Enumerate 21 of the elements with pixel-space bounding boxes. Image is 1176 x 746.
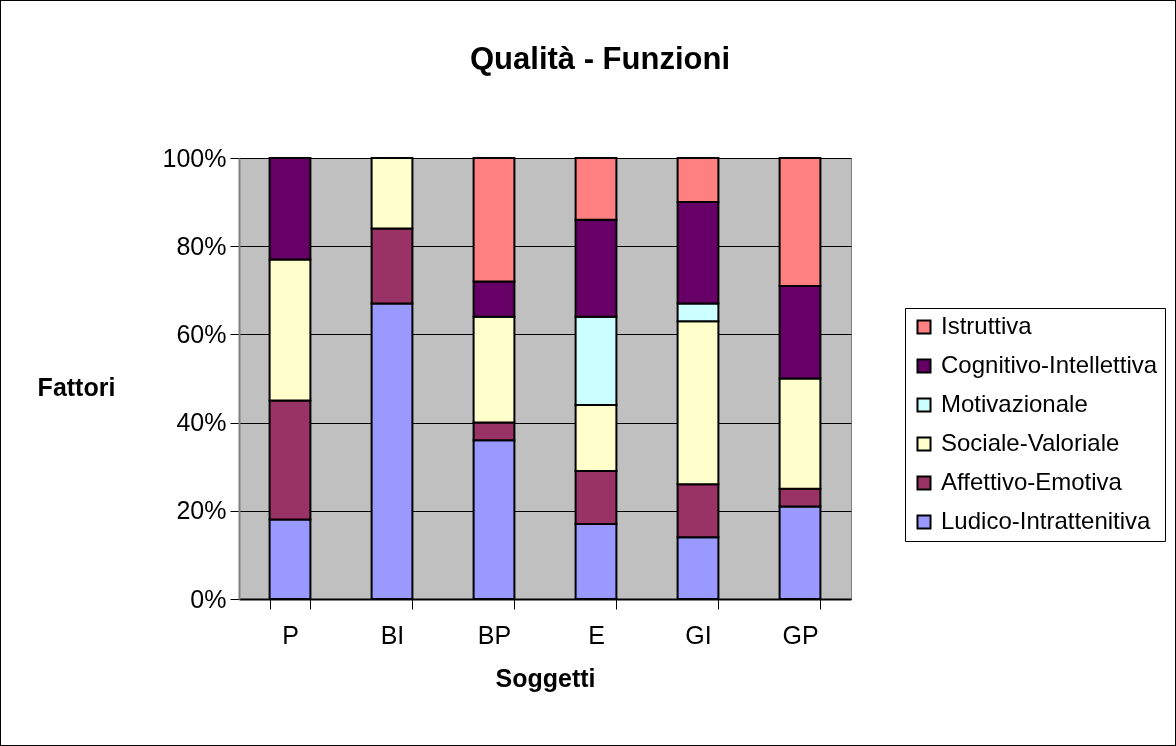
y-tick-label: 60% [176,319,227,348]
y-tick-label: 100% [162,143,227,172]
legend-label: Sociale-Valoriale [941,429,1120,456]
legend-label: Istruttiva [941,312,1033,339]
legend-label: Cognitivo-Intellettiva [941,351,1158,378]
y-tick-label: 40% [176,408,227,437]
x-axis-title: Soggetti [495,663,596,692]
x-tick-label: GI [685,620,712,649]
legend-label: Motivazionale [941,390,1088,417]
x-tick-label: GP [782,620,819,649]
x-tick-label: BP [477,620,512,649]
y-tick-label: 80% [176,231,227,260]
legend-label: Affettivo-Emotiva [941,468,1123,495]
chart-title: Qualità - Funzioni [469,41,731,76]
x-tick-label: P [282,620,299,649]
x-tick-label: E [588,620,605,649]
x-tick-label: BI [380,620,405,649]
y-tick-label: 20% [176,496,227,525]
y-tick-label: 0% [190,584,227,613]
legend-label: Ludico-Intrattenitiva [941,507,1152,534]
y-axis-title: Fattori [37,372,116,401]
